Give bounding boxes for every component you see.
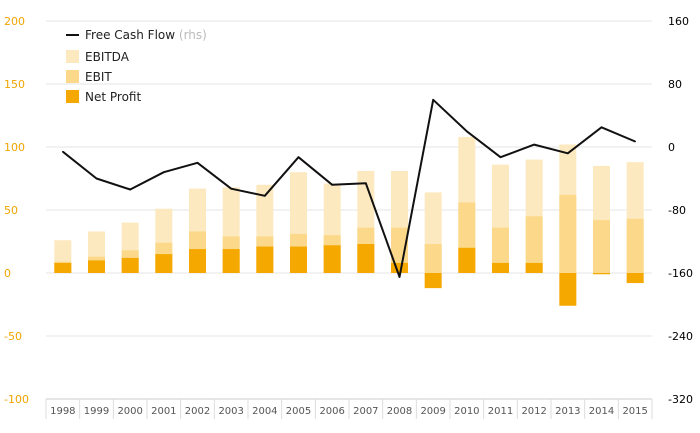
x-axis-tick-label: 2011 bbox=[488, 406, 513, 417]
left-axis-tick-label: 150 bbox=[4, 78, 25, 91]
bar-ebit bbox=[559, 194, 577, 273]
free-cash-flow-point bbox=[499, 156, 502, 159]
x-axis-tick-label: 2010 bbox=[454, 406, 479, 417]
left-axis-tick-label: -100 bbox=[4, 393, 29, 406]
x-axis-tick-label: 1998 bbox=[50, 406, 75, 417]
bar-net-profit bbox=[357, 244, 375, 273]
bar-net-profit bbox=[88, 260, 105, 273]
bar-net-profit bbox=[559, 273, 577, 306]
legend-swatch-ebitda bbox=[66, 50, 79, 63]
free-cash-flow-point bbox=[567, 152, 569, 155]
legend-label-free-cash-flow: Free Cash Flow (rhs) bbox=[85, 28, 207, 42]
free-cash-flow-point bbox=[432, 98, 434, 101]
x-axis-tick-label: 2003 bbox=[218, 406, 243, 417]
bar-ebit bbox=[424, 244, 442, 273]
free-cash-flow-point bbox=[331, 184, 333, 186]
bar-ebit bbox=[593, 220, 610, 273]
x-axis-tick-label: 2008 bbox=[387, 406, 412, 417]
bar-net-profit bbox=[391, 262, 408, 273]
bar-net-profit bbox=[290, 246, 307, 273]
x-axis-tick-label: 2004 bbox=[252, 406, 277, 417]
x-axis-tick-label: 2012 bbox=[521, 406, 546, 417]
legend-label-ebitda: EBITDA bbox=[85, 50, 130, 64]
free-cash-flow-point bbox=[634, 140, 636, 143]
x-axis-tick-label: 2005 bbox=[286, 406, 311, 417]
bar-net-profit bbox=[155, 254, 173, 273]
bar-net-profit bbox=[189, 249, 206, 273]
bar-net-profit bbox=[121, 257, 139, 273]
legend: Free Cash Flow (rhs) EBITDA EBIT Net Profit bbox=[66, 28, 207, 104]
free-cash-flow-point bbox=[230, 187, 232, 190]
x-axis-tick-label: 2015 bbox=[622, 406, 647, 417]
right-axis-tick-label: 160 bbox=[668, 15, 689, 28]
x-axis-tick-label: 2002 bbox=[185, 406, 210, 417]
free-cash-flow-point bbox=[398, 276, 401, 278]
x-axis-tick-label: 2013 bbox=[555, 406, 580, 417]
right-axis-tick-label: -240 bbox=[668, 330, 693, 343]
free-cash-flow-point bbox=[365, 182, 367, 185]
x-axis-tick-label: 2006 bbox=[319, 406, 344, 417]
bar-net-profit bbox=[54, 262, 72, 273]
bar-net-profit bbox=[424, 273, 442, 289]
left-axis-tick-label: 50 bbox=[4, 204, 18, 217]
x-axis-tick-label: 2001 bbox=[151, 406, 176, 417]
free-cash-flow-line bbox=[62, 98, 636, 278]
line-layer bbox=[62, 98, 636, 278]
x-axis-tick-label: 2007 bbox=[353, 406, 378, 417]
x-axis-tick-label: 2000 bbox=[117, 406, 142, 417]
legend-swatch-net-profit bbox=[66, 90, 79, 103]
right-axis-tick-label: -160 bbox=[668, 267, 693, 280]
free-cash-flow-point bbox=[95, 177, 98, 180]
right-axis-tick-label: -80 bbox=[668, 204, 686, 217]
bar-net-profit bbox=[626, 273, 644, 284]
bar-net-profit bbox=[458, 247, 476, 273]
bar-net-profit bbox=[593, 273, 610, 275]
bar-net-profit bbox=[323, 245, 341, 273]
bar-net-profit bbox=[525, 262, 543, 273]
free-cash-flow-point bbox=[533, 143, 535, 146]
bars-layer bbox=[54, 136, 644, 306]
bar-net-profit bbox=[222, 249, 240, 273]
free-cash-flow-point bbox=[62, 150, 64, 153]
bar-ebit bbox=[391, 227, 408, 273]
legend-swatch-ebit bbox=[66, 70, 79, 83]
legend-suffix-rhs: (rhs) bbox=[179, 28, 207, 42]
bar-ebit bbox=[525, 216, 543, 273]
left-axis-tick-label: 200 bbox=[4, 15, 25, 28]
bar-ebit bbox=[492, 227, 509, 273]
x-axis-tick-label: 2014 bbox=[589, 406, 614, 417]
x-axis-tick-label: 1999 bbox=[84, 406, 109, 417]
free-cash-flow-point bbox=[196, 161, 199, 164]
x-axis-tick-label: 2009 bbox=[420, 406, 445, 417]
right-axis-tick-label: 80 bbox=[668, 78, 682, 91]
legend-label-ebit: EBIT bbox=[85, 70, 112, 84]
left-axis-tick-label: 100 bbox=[4, 141, 25, 154]
right-axis-tick-label: -320 bbox=[668, 393, 693, 406]
legend-label-net-profit: Net Profit bbox=[85, 90, 141, 104]
axis-layer: 200 150 100 50 0 -50 -100 160 80 0 -80 -160 -240 -320… bbox=[4, 15, 693, 419]
free-cash-flow-point bbox=[600, 126, 603, 129]
left-axis-tick-label: 0 bbox=[4, 267, 11, 280]
free-cash-flow-point bbox=[129, 188, 131, 191]
left-axis-tick-label: -50 bbox=[4, 330, 22, 343]
free-cash-flow-point bbox=[466, 130, 468, 133]
bar-net-profit bbox=[492, 262, 509, 273]
free-cash-flow-point bbox=[163, 171, 165, 173]
bar-ebit bbox=[626, 218, 644, 273]
bar-net-profit bbox=[256, 246, 274, 273]
right-axis-tick-label: 0 bbox=[668, 141, 675, 154]
free-cash-flow-point bbox=[264, 195, 266, 197]
free-cash-flow-point bbox=[297, 156, 300, 159]
